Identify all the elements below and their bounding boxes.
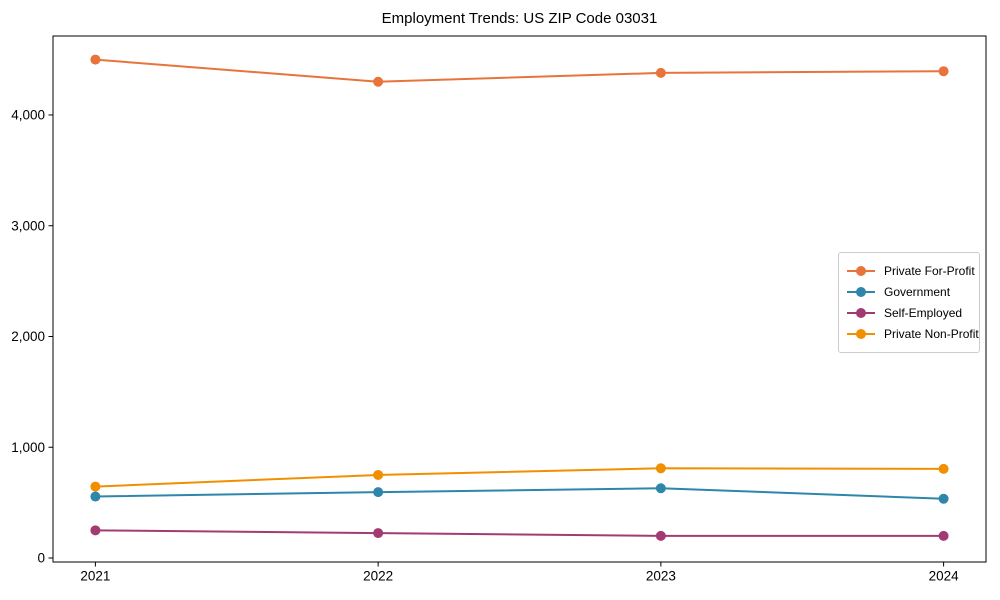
x-tick-label: 2022 xyxy=(363,569,393,584)
legend-label: Self-Employed xyxy=(884,305,963,320)
data-point-marker xyxy=(655,483,666,494)
legend-label: Government xyxy=(884,285,951,300)
legend-item: Private Non-Profit xyxy=(846,325,979,342)
data-point-marker xyxy=(90,481,101,492)
series-line xyxy=(94,467,945,488)
chart-title: Employment Trends: US ZIP Code 03031 xyxy=(381,10,658,27)
series-line xyxy=(94,487,945,500)
x-tick-label: 2024 xyxy=(929,569,960,584)
series-line xyxy=(94,529,945,537)
data-point-marker xyxy=(90,525,101,536)
legend-item: Self-Employed xyxy=(846,305,973,322)
y-tick-label: 4,000 xyxy=(11,108,45,123)
series-line xyxy=(94,58,945,83)
data-point-marker xyxy=(90,491,101,502)
data-point-marker xyxy=(655,67,666,78)
legend-label: Private Non-Profit xyxy=(884,326,979,341)
data-point-marker xyxy=(373,469,384,480)
data-point-marker xyxy=(938,530,949,541)
chart-legend: Private For-Profit Government Self-Employe… xyxy=(838,252,980,353)
data-point-marker xyxy=(655,530,666,541)
y-tick-label: 0 xyxy=(37,551,45,566)
legend-item: Private For-Profit xyxy=(846,263,975,280)
y-tick-label: 3,000 xyxy=(11,218,45,233)
data-point-marker xyxy=(655,463,666,474)
data-point-marker xyxy=(373,487,384,498)
data-point-marker xyxy=(938,463,949,474)
data-point-marker xyxy=(938,493,949,504)
legend-line-marker-icon xyxy=(847,307,875,318)
x-tick-label: 2021 xyxy=(80,569,110,584)
data-point-marker xyxy=(938,66,949,77)
legend-line-marker-icon xyxy=(847,328,875,339)
x-tick-label: 2023 xyxy=(646,569,676,584)
legend-line-marker-icon xyxy=(847,287,875,298)
plot-border xyxy=(52,35,987,563)
data-point-marker xyxy=(373,528,384,539)
legend-label: Private For-Profit xyxy=(884,264,975,279)
legend-line-marker-icon xyxy=(847,266,875,277)
legend-item: Government xyxy=(846,284,973,301)
y-tick-label: 1,000 xyxy=(11,440,45,455)
y-tick-label: 2,000 xyxy=(11,329,45,344)
data-point-marker xyxy=(90,54,101,65)
data-point-marker xyxy=(373,76,384,87)
